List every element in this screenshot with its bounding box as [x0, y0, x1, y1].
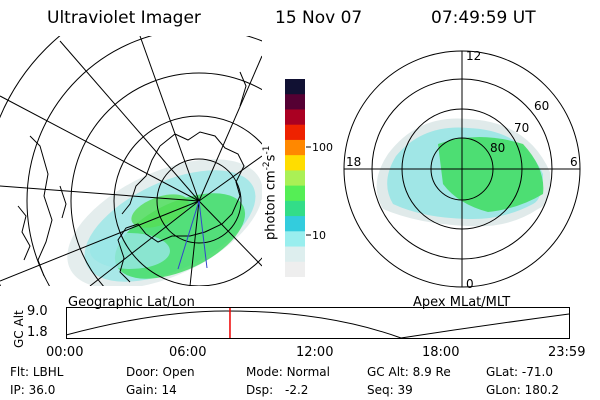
seq-status: Seq: 39	[367, 383, 413, 397]
date-label: 15 Nov 07	[275, 8, 363, 28]
colorbar-segment	[285, 124, 305, 141]
apex-panel-label: Apex MLat/MLT	[413, 295, 511, 310]
color-scale-ticks: 100 10	[306, 141, 333, 242]
colorbar-segment	[285, 200, 305, 217]
colorbar-segment	[285, 261, 305, 278]
mlt-label-12: 12	[466, 49, 481, 63]
colorbar-segment	[285, 79, 305, 95]
colorbar-segment	[285, 139, 305, 156]
color-scale-bar	[285, 79, 305, 278]
gc-alt-status: GC Alt: 8.9 Re	[367, 365, 451, 379]
lat-label-80: 80	[490, 141, 505, 155]
lat-label-70: 70	[514, 121, 529, 135]
glon-status: GLon: 180.2	[486, 383, 559, 397]
colorbar-segment	[285, 185, 305, 202]
geo-aurora-image	[67, 159, 262, 286]
geographic-map	[0, 36, 262, 286]
colorbar-unit-label: photon cm-2s-1	[262, 145, 279, 240]
mlt-label-6: 6	[570, 155, 578, 169]
colorbar-tick-10: 10	[312, 229, 326, 242]
colorbar-segment	[285, 170, 305, 187]
time-tick-0600: 06:00	[169, 345, 207, 360]
alt-tick-9: 9.0	[27, 304, 48, 319]
gain-status: Gain: 14	[126, 383, 177, 397]
colorbar-segment	[285, 246, 305, 263]
mode-status: Mode: Normal	[246, 365, 330, 379]
colorbar-segment	[285, 94, 305, 110]
door-status: Door: Open	[126, 365, 195, 379]
colorbar-tick-100: 100	[312, 141, 333, 154]
altitude-curve	[66, 310, 570, 339]
colorbar-segment	[285, 231, 305, 248]
glat-status: GLat: -71.0	[486, 365, 553, 379]
geo-grid	[0, 36, 262, 286]
coastline	[17, 71, 247, 283]
time-tick-0000: 00:00	[46, 345, 84, 360]
mlt-label-18: 18	[346, 155, 361, 169]
colorbar-segment	[285, 155, 305, 171]
alt-tick-1.8: 1.8	[27, 325, 48, 340]
altitude-axis-label: GC Alt	[12, 310, 26, 348]
geographic-panel-label: Geographic Lat/Lon	[68, 295, 195, 310]
filter-status: Flt: LBHL	[10, 365, 64, 379]
altitude-plot	[66, 307, 570, 339]
time-label: 07:49:59 UT	[431, 8, 536, 28]
polar-mlt-plot: 12 18 6 0 60 70 80	[343, 49, 581, 291]
time-tick-1800: 18:00	[422, 345, 460, 360]
lat-label-60: 60	[534, 99, 549, 113]
color-scale-gradient	[285, 79, 305, 278]
time-tick-2359: 23:59	[548, 345, 586, 360]
ip-status: IP: 36.0	[10, 383, 56, 397]
app-title: Ultraviolet Imager	[47, 8, 201, 28]
dsp-status: Dsp: -2.2	[246, 383, 309, 397]
colorbar-segment	[285, 216, 305, 232]
mlt-label-0: 0	[466, 277, 474, 291]
colorbar-segment	[285, 109, 305, 126]
time-tick-1200: 12:00	[296, 345, 334, 360]
